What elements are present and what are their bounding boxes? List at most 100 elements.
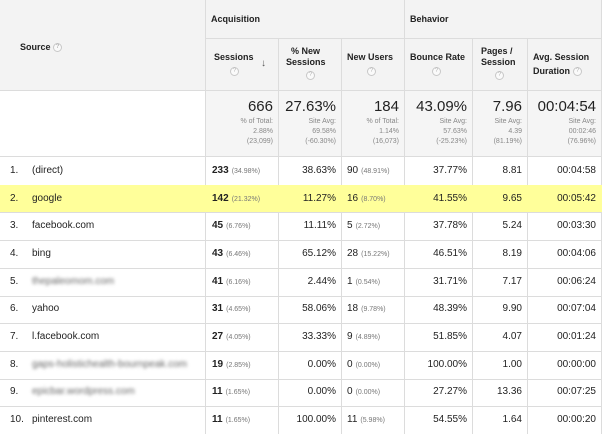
- new-users-percent: (4.89%): [355, 334, 381, 342]
- row-number: 4.: [10, 247, 19, 259]
- summary-bounce-value: 43.09%: [416, 98, 467, 115]
- pages-per-session-cell: 9.65: [502, 192, 522, 204]
- avg-duration-cell: 00:00:20: [557, 414, 596, 426]
- source-header[interactable]: Source ?: [20, 42, 63, 53]
- table-row[interactable]: 3. facebook.com 45 (6.76%) 11.11% 5 (2.72%) 37.…: [0, 212, 602, 240]
- new-users-cell: 11 (5.98%): [347, 414, 385, 425]
- pages-session-header-line1[interactable]: Pages /: [481, 46, 513, 56]
- table-row[interactable]: 7. l.facebook.com 27 (4.05%) 33.33% 9 (4.89%) 5…: [0, 323, 602, 351]
- new-users-percent: (15.22%): [361, 250, 390, 258]
- row-divider: [0, 350, 602, 352]
- help-icon-bounce[interactable]: ?: [432, 66, 441, 77]
- row-divider: [0, 212, 602, 214]
- source-link[interactable]: epicbar.wordpress.com: [32, 386, 135, 398]
- summary-pct-new-value: 27.63%: [285, 98, 336, 115]
- pages-per-session-cell: 9.90: [502, 303, 522, 315]
- bounce-rate-cell: 51.85%: [433, 331, 467, 343]
- pct-new-sessions-cell: 2.44%: [307, 275, 336, 287]
- summary-pct-new-note: (-60.30%): [305, 138, 336, 145]
- bounce-rate-cell: 48.39%: [433, 303, 467, 315]
- help-icon-duration[interactable]: ?: [573, 66, 582, 77]
- pages-per-session-cell: 1.64: [502, 414, 522, 426]
- row-number: 2.: [10, 192, 19, 204]
- new-users-header[interactable]: New Users: [347, 52, 394, 62]
- summary-pages-value: 7.96: [492, 98, 522, 115]
- help-icon-sessions[interactable]: ?: [230, 66, 239, 77]
- sort-descending-icon[interactable]: ↓: [261, 58, 266, 69]
- column-divider: [341, 38, 342, 434]
- summary-pages-note: (81.19%): [493, 138, 522, 145]
- new-users-percent: (0.54%): [355, 278, 381, 286]
- table-row[interactable]: 8. gaps-holistichealth-bournpeak.com 19 (2.…: [0, 351, 602, 379]
- table-row[interactable]: 4. bing 43 (6.46%) 65.12% 28 (15.22%) 46.51% 8.1…: [0, 240, 602, 268]
- avg-duration-cell: 00:04:06: [557, 247, 596, 259]
- table-row[interactable]: 1. (direct) 233 (34.98%) 38.63% 90 (48.91%) 37.…: [0, 157, 602, 185]
- help-icon-pct-new[interactable]: ?: [306, 70, 315, 81]
- new-users-value: 28: [347, 247, 359, 259]
- new-users-percent: (48.91%): [361, 167, 390, 175]
- row-divider: [0, 406, 602, 408]
- table-row[interactable]: 6. yahoo 31 (4.65%) 58.06% 18 (9.78%) 48.39% 9.9…: [0, 296, 602, 324]
- bounce-rate-cell: 54.55%: [433, 414, 467, 426]
- pages-per-session-cell: 7.17: [502, 275, 522, 287]
- summary-bounce-note: 57.63%: [443, 128, 467, 135]
- sessions-percent: (1.65%): [225, 389, 251, 397]
- column-divider: [278, 38, 279, 434]
- new-users-cell: 90 (48.91%): [347, 165, 390, 176]
- pct-new-sessions-cell: 11.27%: [302, 192, 336, 204]
- source-link[interactable]: yahoo: [32, 303, 60, 315]
- row-number: 5.: [10, 275, 19, 287]
- pages-per-session-cell: 5.24: [502, 220, 522, 232]
- pages-per-session-cell: 13.36: [496, 386, 522, 398]
- new-users-cell: 0 (0.00%): [347, 386, 380, 397]
- pct-new-sessions-header-line1[interactable]: % New: [291, 46, 321, 56]
- row-divider: [0, 267, 602, 269]
- new-users-value: 16: [347, 192, 359, 204]
- table-row[interactable]: 9. epicbar.wordpress.com 11 (1.65%) 0.00% 0 (0…: [0, 379, 602, 407]
- source-link[interactable]: thepaleomom.com: [32, 275, 115, 287]
- table-row[interactable]: 2. google 142 (21.32%) 11.27% 16 (8.70%) 41.55%…: [0, 184, 602, 213]
- sessions-cell: 27 (4.05%): [212, 331, 251, 342]
- avg-duration-cell: 00:07:04: [557, 303, 596, 315]
- help-icon[interactable]: ?: [53, 43, 63, 53]
- source-link[interactable]: gaps-holistichealth-bournpeak.com: [32, 358, 188, 370]
- sessions-header[interactable]: Sessions: [214, 52, 254, 62]
- bounce-rate-cell: 27.27%: [433, 386, 467, 398]
- row-divider: [0, 240, 602, 242]
- column-divider: [527, 38, 528, 434]
- avg-duration-cell: 00:06:24: [557, 275, 596, 287]
- new-users-cell: 18 (9.78%): [347, 303, 386, 314]
- new-users-value: 0: [347, 386, 353, 398]
- pct-new-sessions-cell: 33.33%: [302, 331, 336, 343]
- help-icon-pages[interactable]: ?: [495, 70, 504, 81]
- new-users-value: 11: [347, 414, 358, 426]
- avg-duration-header-line1[interactable]: Avg. Session: [533, 52, 590, 62]
- sessions-cell: 41 (6.16%): [212, 276, 251, 287]
- pct-new-sessions-cell: 58.06%: [302, 303, 336, 315]
- sessions-percent: (4.05%): [226, 334, 251, 342]
- sessions-value: 27: [212, 331, 224, 343]
- sessions-value: 45: [212, 220, 224, 232]
- pct-new-sessions-header-line2[interactable]: Sessions: [286, 57, 326, 67]
- new-users-percent: (5.98%): [360, 417, 385, 425]
- column-divider: [404, 0, 405, 434]
- bounce-rate-header[interactable]: Bounce Rate: [410, 52, 466, 62]
- source-link[interactable]: facebook.com: [32, 220, 95, 232]
- source-link[interactable]: bing: [32, 247, 51, 259]
- help-icon-new-users[interactable]: ?: [367, 66, 376, 77]
- source-link[interactable]: pinterest.com: [32, 414, 93, 426]
- source-link[interactable]: l.facebook.com: [32, 331, 100, 343]
- new-users-percent: (9.78%): [361, 306, 386, 314]
- sessions-cell: 19 (2.85%): [212, 359, 251, 370]
- source-link[interactable]: (direct): [32, 164, 64, 176]
- sessions-cell: 45 (6.76%): [212, 220, 251, 231]
- behavior-group-header: Behavior: [410, 14, 449, 24]
- table-row[interactable]: 5. thepaleomom.com 41 (6.16%) 2.44% 1 (0.54%) 3…: [0, 268, 602, 296]
- summary-bounce-note: (-25.23%): [436, 138, 467, 145]
- pages-session-header-line2[interactable]: Session: [481, 57, 516, 67]
- source-link[interactable]: google: [32, 192, 63, 204]
- table-row[interactable]: 10. pinterest.com 11 (1.65%) 100.00% 11 (5.98%…: [0, 406, 602, 434]
- avg-duration-header-line2[interactable]: Duration: [533, 66, 570, 76]
